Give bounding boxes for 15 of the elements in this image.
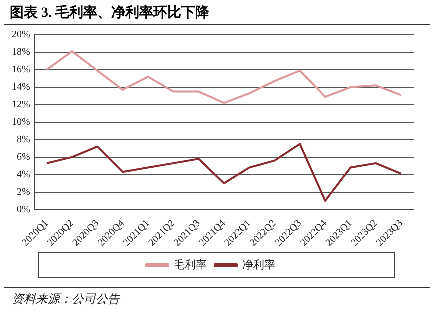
y-tick-label: 10% xyxy=(12,116,30,128)
chart-title: 图表 3. 毛利率、净利率环比下降 xyxy=(4,0,430,25)
y-tick-label: 2% xyxy=(16,186,30,198)
y-tick-label: 16% xyxy=(12,64,30,76)
y-tick-label: 14% xyxy=(12,82,30,94)
y-tick-label: 8% xyxy=(16,134,30,146)
y-tick-label: 18% xyxy=(12,47,30,58)
legend-label: 净利率 xyxy=(242,258,276,272)
y-tick-label: 6% xyxy=(16,152,30,163)
y-tick-label: 0% xyxy=(16,204,30,216)
text: 资料来源：公司公告 xyxy=(4,287,430,311)
legend-label: 毛利率 xyxy=(174,258,207,272)
y-tick-label: 12% xyxy=(12,100,30,111)
y-tick-label: 20% xyxy=(12,30,30,41)
y-tick-label: 4% xyxy=(16,169,30,180)
